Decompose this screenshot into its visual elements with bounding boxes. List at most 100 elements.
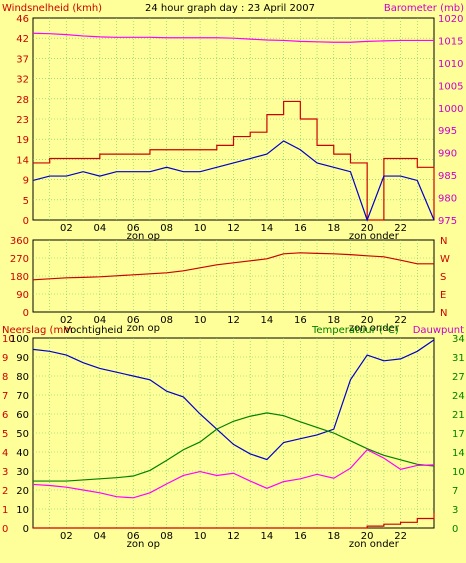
x-tick-label: 02	[60, 315, 73, 326]
humidity-tick-label: 80	[16, 372, 29, 383]
x-tick-label: 02	[60, 531, 73, 542]
x-tick-label: 08	[160, 531, 173, 542]
rain-tick-label: 6	[2, 410, 8, 421]
baro-tick-label: 1020	[438, 14, 463, 25]
wind-average-line	[32, 140, 435, 222]
x-tick-label: 16	[294, 223, 307, 234]
x-tick-label: 12	[227, 223, 240, 234]
humidity-tick-label: 40	[16, 448, 29, 459]
temperature-axis-label: Temperatuur (°C)	[311, 325, 399, 336]
title: 24 hour graph day : 23 April 2007	[145, 3, 315, 14]
wind-tick-label: 46	[16, 14, 29, 25]
x-tick-label: 12	[227, 531, 240, 542]
wind-tick-label: 37	[16, 54, 29, 65]
wind-gust-line	[33, 100, 435, 221]
rain-tick-label: 1	[2, 505, 8, 516]
compass-letter: W	[440, 254, 450, 265]
baro-tick-label: 1000	[438, 104, 463, 115]
temperature-line	[33, 412, 435, 482]
direction-tick-label: 0	[23, 308, 29, 319]
rain-line	[33, 512, 435, 529]
baro-tick-label: 985	[438, 171, 457, 182]
compass-letter: E	[440, 290, 446, 301]
humidity-tick-label: 100	[10, 334, 29, 345]
x-tick-label: 18	[327, 223, 340, 234]
x-tick-label: 10	[194, 223, 207, 234]
baro-tick-label: 975	[438, 216, 457, 227]
wind-tick-label: 9	[23, 176, 29, 187]
humidity-tick-label: 50	[16, 429, 29, 440]
temperature-tick-label: 10	[452, 467, 465, 478]
wind-tick-label: 14	[16, 155, 29, 166]
direction-tick-label: 90	[16, 290, 29, 301]
temperature-tick-label: 0	[452, 524, 458, 535]
humidity-tick-label: 20	[16, 486, 29, 497]
direction-tick-label: 360	[10, 236, 29, 247]
rain-tick-label: 3	[2, 467, 8, 478]
x-tick-label: 04	[93, 531, 106, 542]
humidity-line	[32, 339, 435, 461]
x-tick-label: 10	[194, 531, 207, 542]
sunrise-label: zon op	[127, 539, 160, 550]
rain-tick-label: 8	[2, 372, 8, 383]
baro-tick-label: 980	[438, 194, 457, 205]
x-tick-label: 14	[261, 315, 274, 326]
x-tick-label: 22	[394, 315, 407, 326]
x-tick-label: 04	[93, 315, 106, 326]
temperature-tick-label: 34	[452, 334, 465, 345]
temperature-tick-label: 27	[452, 372, 465, 383]
temperature-tick-label: 17	[452, 429, 465, 440]
rain-tick-label: 5	[2, 429, 8, 440]
direction-tick-label: 270	[10, 254, 29, 265]
x-tick-label: 10	[194, 315, 207, 326]
wind-tick-label: 19	[16, 135, 29, 146]
rain-axis-label: Neerslag (mm	[2, 325, 73, 336]
temperature-tick-label: 7	[452, 486, 458, 497]
dewpoint-line	[32, 449, 435, 499]
rain-tick-label: 10	[2, 334, 15, 345]
rain-tick-label: 4	[2, 448, 8, 459]
direction-tick-label: 180	[10, 272, 29, 283]
wind-axis-label: Windsnelheid (kmh)	[2, 3, 102, 14]
wind-tick-label: 23	[16, 115, 29, 126]
wind-tick-label: 32	[16, 75, 29, 86]
humidity-tick-label: 70	[16, 391, 29, 402]
x-tick-label: 18	[327, 531, 340, 542]
x-tick-label: 20	[361, 531, 374, 542]
barometer-line	[32, 32, 434, 43]
x-tick-label: 08	[160, 223, 173, 234]
x-tick-label: 16	[294, 531, 307, 542]
x-tick-label: 20	[361, 223, 374, 234]
rain-tick-label: 7	[2, 391, 8, 402]
baro-tick-label: 1015	[438, 36, 463, 47]
wind-direction-line	[32, 252, 434, 281]
wind-tick-label: 5	[23, 196, 29, 207]
x-tick-label: 22	[394, 531, 407, 542]
compass-letter: S	[440, 272, 446, 283]
x-tick-label: 14	[261, 223, 274, 234]
humidity-tick-label: 60	[16, 410, 29, 421]
temperature-tick-label: 3	[452, 505, 458, 516]
wind-tick-label: 28	[16, 95, 29, 106]
humidity-tick-label: 30	[16, 467, 29, 478]
temperature-tick-label: 24	[452, 391, 465, 402]
x-tick-label: 06	[127, 315, 140, 326]
x-tick-label: 20	[361, 315, 374, 326]
dewpoint-axis-label: Dauwpunt	[413, 325, 464, 336]
x-tick-label: 02	[60, 223, 73, 234]
x-tick-label: 12	[227, 315, 240, 326]
temperature-tick-label: 31	[452, 353, 465, 364]
humidity-axis-label: Vochtigheid	[64, 325, 123, 336]
compass-letter: N	[440, 308, 447, 319]
sunrise-label: zon op	[127, 231, 160, 242]
wind-tick-label: 42	[16, 34, 29, 45]
x-tick-label: 04	[93, 223, 106, 234]
x-tick-label: 06	[127, 531, 140, 542]
sunset-label: zon onder	[349, 539, 400, 550]
rain-tick-label: 9	[2, 353, 8, 364]
baro-tick-label: 1010	[438, 59, 463, 70]
baro-axis-label: Barometer (mb)	[384, 3, 464, 14]
sunset-label: zon onder	[349, 323, 400, 334]
wind-tick-label: 0	[23, 216, 29, 227]
